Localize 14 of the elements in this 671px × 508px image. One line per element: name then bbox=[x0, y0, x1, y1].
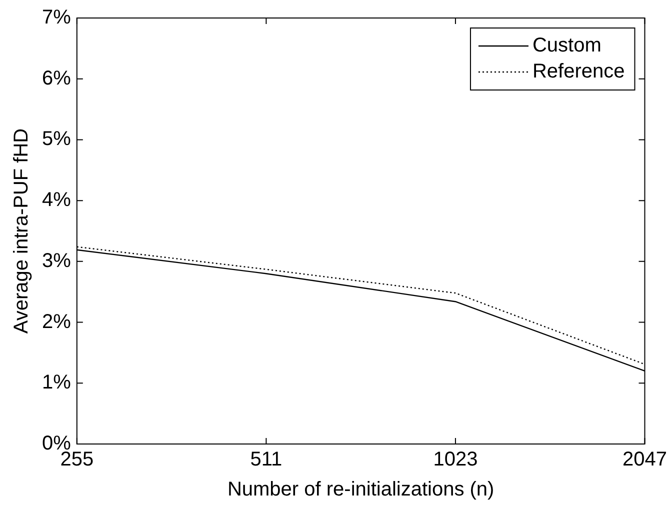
x-axis-title: Number of re-initializations (n) bbox=[227, 478, 494, 501]
y-tick-label: 2% bbox=[42, 310, 72, 333]
y-tick-label: 1% bbox=[42, 372, 72, 394]
y-tick-label: 3% bbox=[42, 250, 72, 272]
x-tick-label: 2047 bbox=[622, 448, 668, 471]
y-tick-label: 4% bbox=[42, 189, 72, 212]
legend-label: Custom bbox=[532, 34, 602, 57]
y-axis-title: Average intra-PUF fHD bbox=[10, 128, 33, 334]
x-tick-label: 511 bbox=[250, 448, 282, 471]
legend-label: Reference bbox=[532, 60, 625, 83]
y-tick-label: 6% bbox=[42, 67, 72, 90]
x-tick-label: 1023 bbox=[433, 448, 478, 471]
y-tick-label: 5% bbox=[42, 128, 72, 150]
y-tick-label: 7% bbox=[42, 6, 72, 29]
